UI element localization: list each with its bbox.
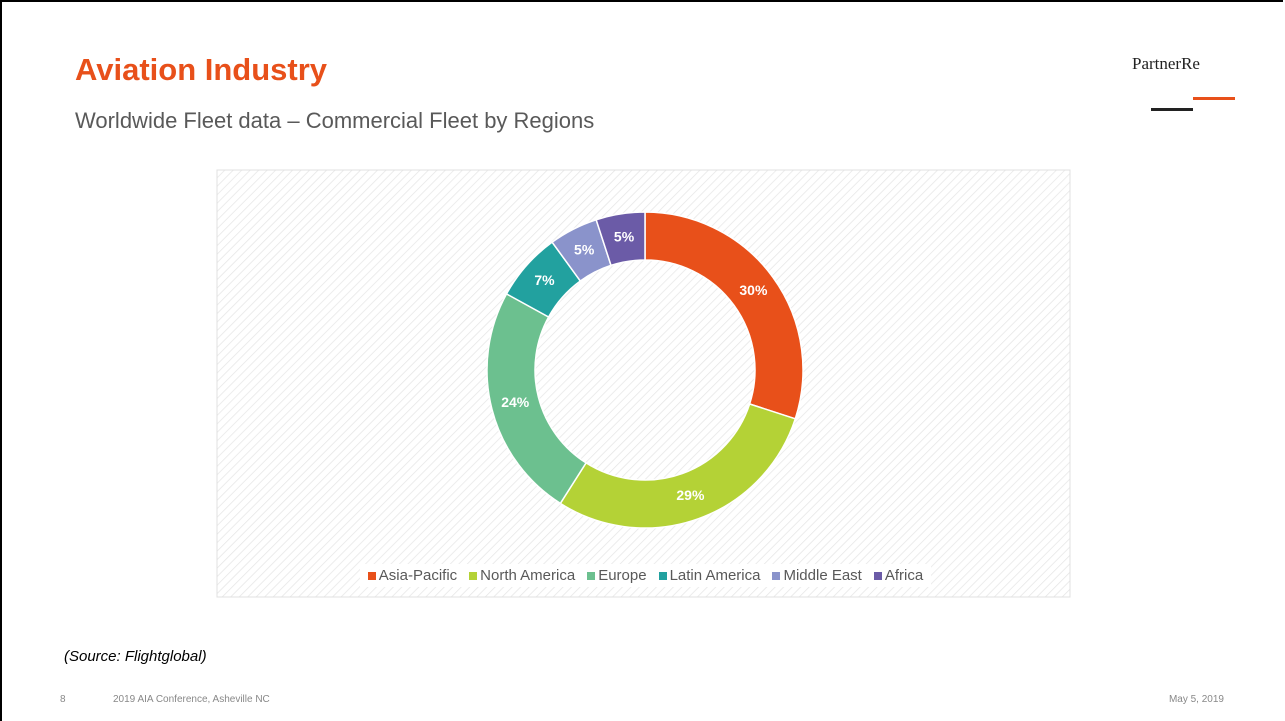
data-label: 5% [574,241,595,257]
data-label: 29% [676,487,705,503]
legend-swatch [587,571,596,580]
legend-item: Asia-Pacific [367,567,458,584]
page-number: 8 [60,694,66,705]
legend-swatch [772,571,781,580]
legend-item: Europe [587,567,647,584]
logo-bar [1151,108,1193,111]
legend-swatch [469,571,478,580]
footer: 2019 AIA Conference, Asheville NC [113,694,270,705]
data-label: 24% [501,394,530,410]
legend-box: Asia-Pacific North America Europe Latin Ame… [359,564,932,587]
legend-label: Africa [884,567,924,584]
slide-subtitle: Worldwide Fleet data – Commercial Fleet … [75,108,595,133]
donut-slice [595,211,646,267]
legend-label: Europe [598,567,647,584]
legend-swatch [658,571,667,580]
legend-label: Middle East [783,567,862,584]
logo-bar [1193,97,1235,100]
slide-title: Aviation Industry [75,52,328,87]
legend-label: Asia-Pacific [378,567,458,584]
legend-item: Africa [873,567,924,584]
legend-item: Middle East [772,567,862,584]
data-label: 7% [534,272,555,288]
date: May 5, 2019 [1168,694,1224,705]
logo: PartnerRe [1132,54,1200,73]
legend-label: North America [480,567,576,584]
legend-label: Latin America [669,567,761,584]
legend: Asia-Pacific North America Europe Latin Ame… [219,564,1072,587]
donut-slice [559,403,797,529]
legend-item: North America [469,567,575,584]
source: (Source: Flightglobal) [64,648,207,665]
data-label: 5% [614,228,635,244]
donut-slice [644,211,804,420]
legend-item: Latin America [658,567,761,584]
data-label: 30% [739,282,768,298]
legend-swatch [367,571,376,580]
legend-swatch [873,571,882,580]
